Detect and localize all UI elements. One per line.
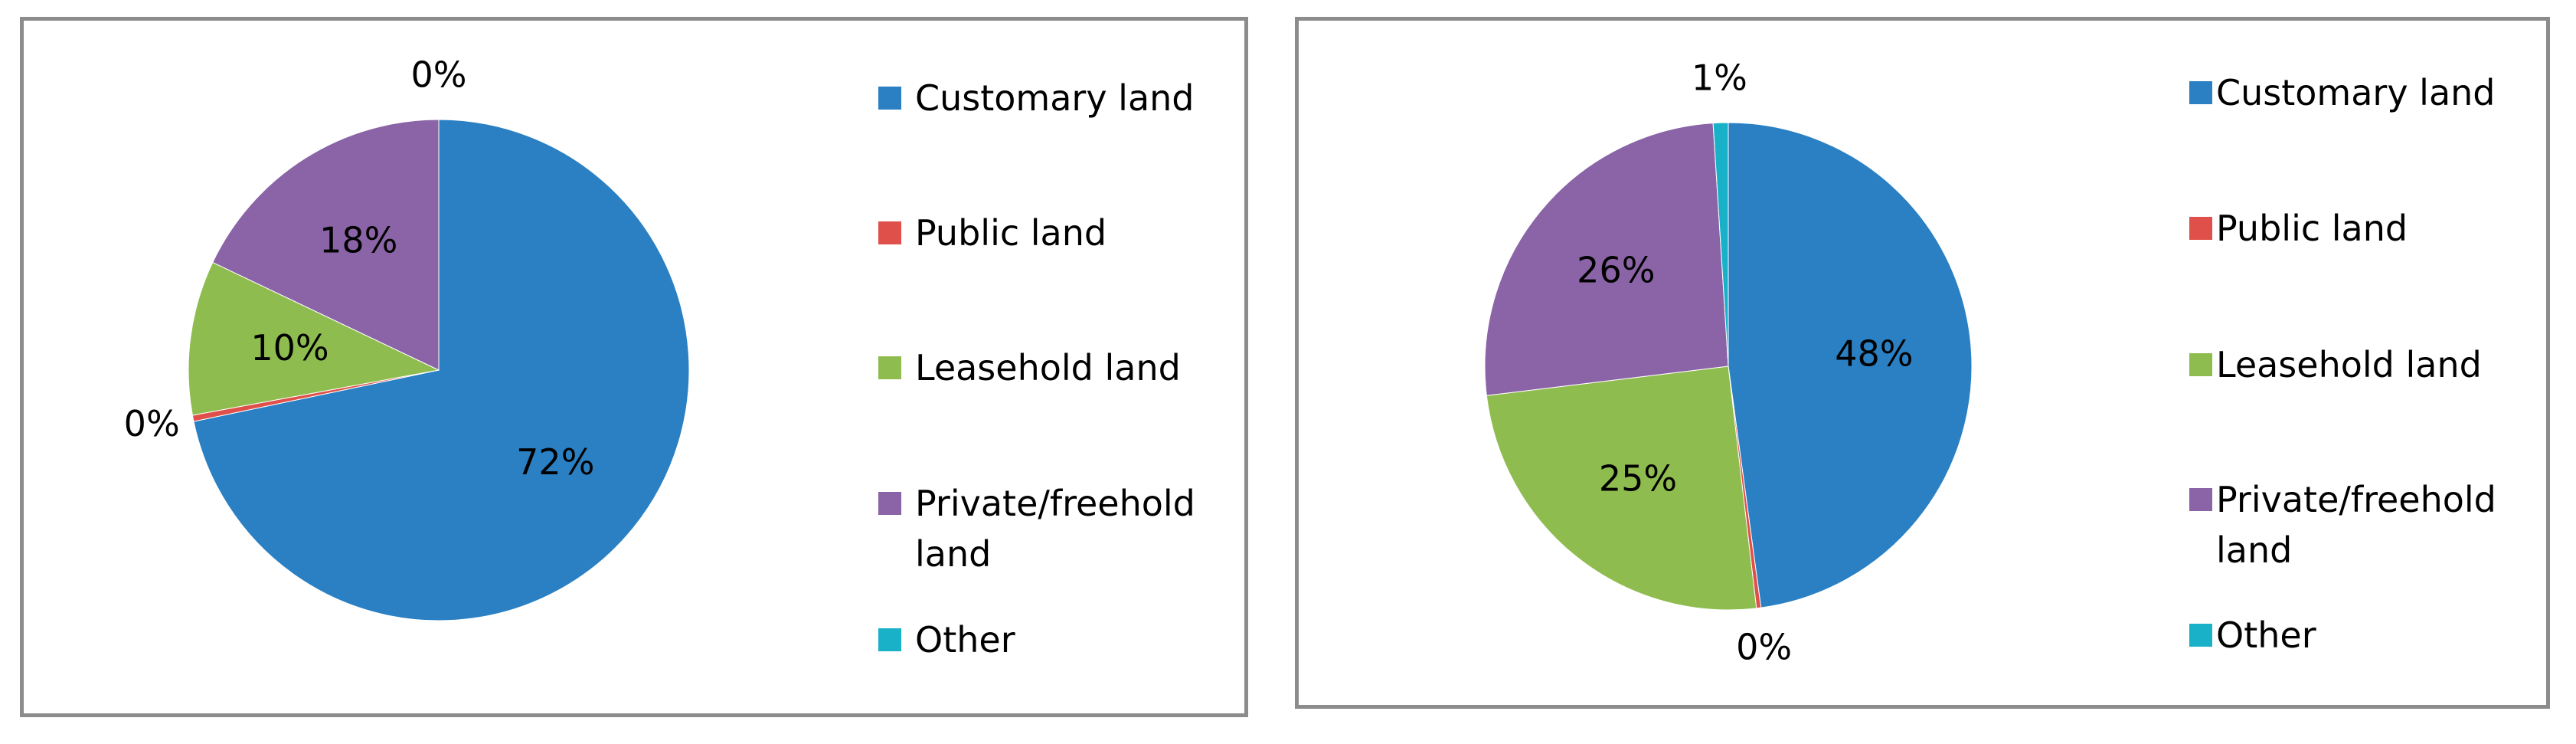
data-label: 25% [1599,457,1677,499]
pie-slice [1486,365,1757,611]
legend-label: Leasehold land [915,347,1181,388]
legend-swatch [878,221,901,244]
pie-slice [1712,122,1729,367]
pie-slice [212,119,440,371]
legend-swatch [2189,488,2212,511]
chart-panel: 72% 0% 10% 18% 0% Customary land Public land Le… [20,17,1248,717]
legend-swatch [2189,353,2212,376]
chart-panel: 48% 0% 25% 26% 1% Customary land Public land Le… [1295,17,2550,709]
legend-swatch [878,628,901,651]
pie-slice [1484,123,1729,396]
legend-label: Customary land [915,77,1195,119]
data-label: 18% [319,220,397,261]
pie-slice [193,119,690,621]
data-label: 0% [411,54,467,96]
legend-label: Other [915,619,1015,660]
data-label: 1% [1692,57,1747,99]
data-label: 0% [1736,627,1792,668]
legend-label: Leasehold land [2216,344,2482,385]
data-label: 10% [250,327,329,369]
legend-label: Public land [915,212,1107,254]
pie-slice [1728,122,1973,608]
data-label: 26% [1577,249,1655,290]
legend-swatch [2189,217,2212,240]
legend-swatch [2189,624,2212,647]
legend-swatch [2189,81,2212,104]
pie-chart: 72% 0% 10% 18% 0% [124,54,690,621]
legend-label: Customary land [2216,72,2496,113]
data-label: 48% [1835,333,1913,375]
pie-slice [188,261,440,416]
legend-label: Public land [2216,208,2408,249]
legend-swatch [878,492,901,515]
legend-swatch [878,356,901,379]
data-label: 72% [516,441,594,483]
legend-swatch [878,87,901,110]
legend-label: Private/freehold land [2216,479,2496,571]
pie-chart: 48% 0% 25% 26% 1% [1484,57,1973,668]
legend-label: Other [2216,615,2316,656]
data-label: 0% [124,403,180,444]
legend-label: Private/freehold land [915,483,1195,575]
